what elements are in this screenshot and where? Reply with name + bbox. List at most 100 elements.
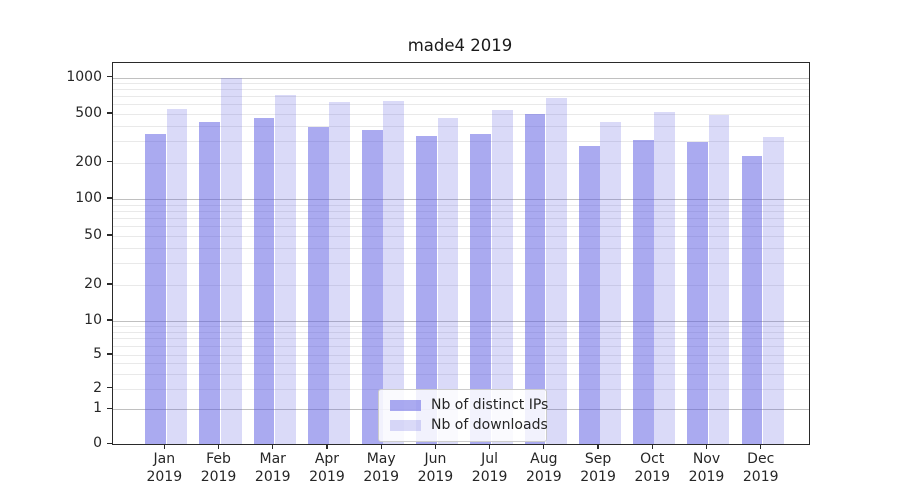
bar-ips-jun — [416, 135, 437, 444]
legend: Nb of distinct IPs Nb of downloads — [378, 389, 549, 442]
bar-ips-may — [361, 130, 383, 444]
minor-gridline — [113, 236, 809, 237]
x-tick-label: Jan 2019 — [146, 451, 183, 485]
y-tick-label: 5 — [93, 346, 102, 362]
minor-gridline — [113, 204, 809, 206]
minor-gridline — [113, 355, 809, 356]
y-tick-label: 10 — [84, 312, 102, 328]
y-tick-mark — [107, 353, 112, 355]
bar-downloads-may — [383, 100, 405, 444]
minor-gridline — [113, 226, 809, 228]
x-tick-mark — [760, 444, 762, 449]
y-tick-label: 50 — [84, 227, 102, 243]
legend-label-distinct-ips: Nb of distinct IPs — [431, 397, 549, 413]
minor-gridline — [113, 346, 809, 348]
legend-row-downloads: Nb of downloads — [379, 415, 548, 435]
bar-downloads-oct — [654, 111, 676, 444]
x-tick-mark — [217, 444, 220, 449]
bar-ips-jul — [470, 134, 492, 444]
bar-downloads-jul — [491, 110, 513, 444]
x-tick-mark — [380, 444, 382, 449]
x-tick-mark — [434, 444, 436, 449]
bar-downloads-jan — [166, 109, 188, 444]
x-tick-mark — [705, 444, 708, 449]
y-tick-mark — [107, 283, 112, 285]
bar-ips-jan — [145, 134, 166, 444]
y-tick-label: 100 — [75, 190, 102, 206]
minor-gridline — [113, 83, 809, 85]
x-tick-mark — [163, 444, 165, 449]
y-tick-mark — [107, 407, 112, 409]
minor-gridline — [113, 326, 809, 328]
bar-ips-sep — [578, 146, 600, 444]
major-gridline — [113, 321, 809, 322]
minor-gridline — [113, 285, 809, 286]
bar-downloads-mar — [274, 94, 296, 444]
chart-title: made4 2019 — [407, 36, 513, 55]
x-tick-label: Sep 2019 — [580, 451, 616, 485]
legend-label-downloads: Nb of downloads — [431, 417, 548, 433]
y-tick-label: 500 — [75, 105, 102, 121]
bar-ips-feb — [199, 122, 221, 444]
x-tick-mark — [597, 444, 599, 449]
y-tick-mark — [107, 197, 112, 199]
y-tick-label: 1 — [93, 400, 102, 417]
bar-downloads-apr — [329, 102, 350, 444]
minor-gridline — [113, 218, 809, 220]
y-tick-mark — [107, 442, 112, 444]
minor-gridline — [113, 247, 809, 249]
x-tick-label: Jul 2019 — [471, 451, 508, 485]
y-tick-label: 0 — [93, 435, 102, 452]
bar-downloads-dec — [762, 137, 784, 444]
minor-gridline — [113, 125, 809, 127]
x-tick-label: Dec 2019 — [742, 451, 779, 485]
x-tick-label: Feb 2019 — [200, 451, 237, 485]
x-tick-label: Oct 2019 — [634, 451, 671, 485]
minor-gridline — [113, 89, 809, 91]
major-gridline — [113, 77, 809, 79]
x-tick-mark — [651, 444, 653, 449]
plot-area — [112, 62, 810, 445]
x-tick-label: Apr 2019 — [309, 451, 345, 485]
y-tick-mark — [107, 386, 112, 389]
y-tick-label: 1000 — [66, 68, 102, 85]
bar-ips-aug — [524, 113, 546, 444]
legend-swatch-downloads — [390, 419, 421, 431]
bar-downloads-jun — [437, 117, 459, 444]
y-tick-label: 200 — [75, 153, 102, 170]
bar-ips-mar — [253, 117, 275, 444]
bar-downloads-sep — [600, 122, 622, 444]
minor-gridline — [113, 338, 809, 340]
x-tick-mark — [272, 444, 274, 449]
minor-gridline — [113, 114, 809, 115]
x-tick-label: Mar 2019 — [254, 451, 291, 485]
y-tick-label: 20 — [84, 276, 102, 292]
bar-ips-nov — [687, 141, 709, 444]
bar-ips-oct — [633, 139, 654, 444]
x-tick-label: Jun 2019 — [417, 451, 454, 485]
x-tick-mark — [326, 444, 328, 449]
bar-ips-dec — [741, 155, 763, 444]
y-tick-mark — [107, 112, 112, 114]
minor-gridline — [113, 141, 809, 143]
x-tick-label: Nov 2019 — [688, 451, 725, 485]
y-tick-label: 2 — [93, 379, 102, 396]
x-tick-label: May 2019 — [363, 451, 399, 485]
y-tick-mark — [107, 234, 112, 236]
y-tick-mark — [107, 319, 112, 321]
x-tick-mark — [489, 444, 491, 449]
x-tick-mark — [543, 444, 545, 449]
major-gridline — [113, 199, 809, 200]
x-tick-label: Aug 2019 — [526, 451, 562, 485]
bar-downloads-nov — [708, 115, 730, 444]
legend-row-distinct-ips: Nb of distinct IPs — [379, 395, 549, 415]
minor-gridline — [113, 331, 809, 333]
minor-gridline — [113, 162, 809, 164]
legend-swatch-distinct-ips — [390, 399, 421, 411]
y-tick-mark — [107, 160, 112, 163]
bar-ips-apr — [307, 126, 329, 444]
minor-gridline — [113, 96, 809, 98]
minor-gridline — [113, 363, 809, 365]
bar-downloads-aug — [546, 97, 567, 444]
